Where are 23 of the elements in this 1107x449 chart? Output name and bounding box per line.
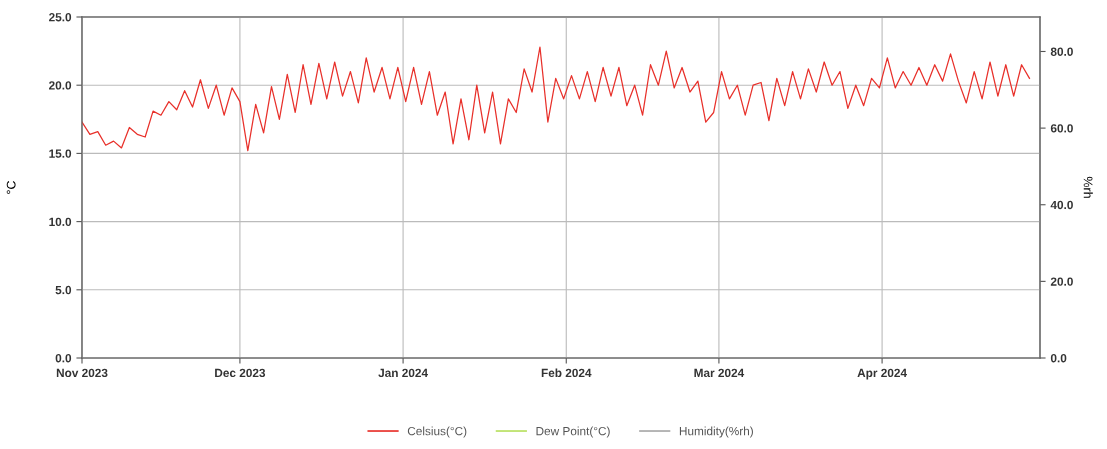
y-tick-label: 0.0 [55, 354, 72, 363]
y2-tick-label: 60.0 [1050, 124, 1073, 133]
x-tick-label: Jan 2024 [378, 368, 428, 378]
y-tick-label: 5.0 [55, 285, 72, 295]
x-tick-label: Nov 2023 [56, 368, 108, 378]
y-tick-label: 10.0 [49, 217, 72, 226]
y2-tick-label: 40.0 [1050, 200, 1073, 210]
legend-label: Celsius(°C) [407, 426, 467, 438]
x-tick-label: Dec 2023 [215, 368, 266, 378]
y2-tick-label: 20.0 [1050, 277, 1073, 286]
legend-label: Dew Point(°C) [536, 426, 610, 438]
x-tick-label: Feb 2024 [541, 368, 592, 378]
y2-tick-label: 80.0 [1050, 47, 1073, 56]
y-tick-label: 15.0 [49, 149, 72, 158]
legend-label: Humidity(%rh) [679, 426, 753, 438]
y2-axis-title: %rh [1083, 176, 1093, 198]
y-tick-label: 25.0 [49, 13, 72, 22]
x-tick-label: Mar 2024 [694, 368, 745, 378]
y-axis-title: °C [6, 180, 16, 194]
x-tick-label: Apr 2024 [857, 368, 907, 380]
line-series [82, 46, 1031, 152]
y2-tick-label: 0.0 [1050, 354, 1067, 363]
y-tick-label: 20.0 [49, 81, 72, 90]
